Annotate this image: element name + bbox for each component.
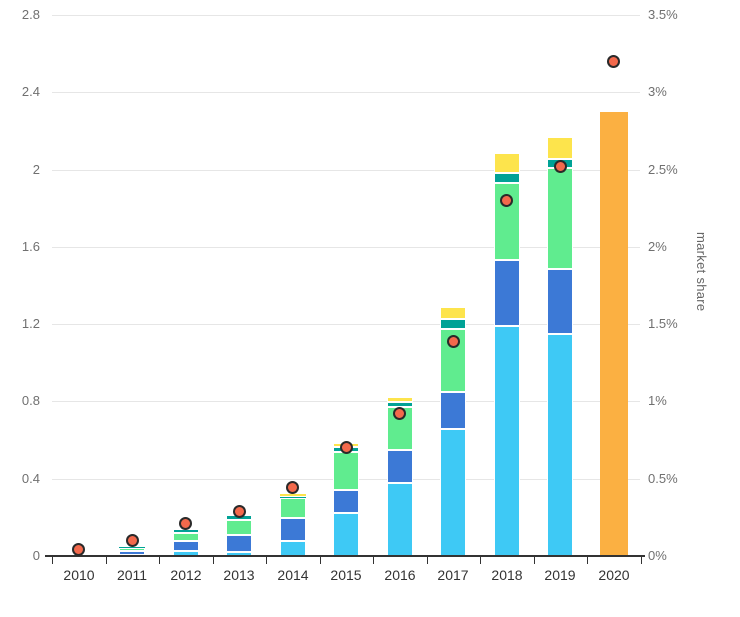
y-axis-left-label: 0.4 <box>21 471 40 486</box>
gridline <box>52 324 640 325</box>
gridline <box>52 401 640 402</box>
gridline <box>52 92 640 93</box>
dot-market-share-2013[interactable] <box>233 505 246 518</box>
gridline <box>52 15 640 16</box>
bar-segment-dark-blue-2015[interactable] <box>333 490 359 513</box>
dot-market-share-2011[interactable] <box>126 534 139 547</box>
x-axis-label-2013: 2013 <box>223 567 255 583</box>
bar-segment-dark-blue-2011[interactable] <box>119 550 145 555</box>
bar-segment-yellow-2018[interactable] <box>494 153 520 174</box>
x-axis-tick <box>213 557 214 564</box>
bar-segment-dark-blue-2013[interactable] <box>226 535 252 553</box>
dot-market-share-2012[interactable] <box>179 517 192 530</box>
x-axis-label-2011: 2011 <box>116 567 148 583</box>
bar-segment-dark-blue-2017[interactable] <box>440 391 466 430</box>
gridline <box>52 247 640 248</box>
y-axis-left-label: 1.6 <box>21 239 40 254</box>
bar-segment-yellow-2016[interactable] <box>387 396 413 402</box>
bar-segment-light-blue-2019[interactable] <box>547 333 573 556</box>
x-axis-label-2020: 2020 <box>598 567 630 583</box>
y-axis-left-label: 2 <box>32 162 40 177</box>
bar-segment-light-blue-2014[interactable] <box>280 540 306 556</box>
x-axis-label-2010: 2010 <box>63 567 95 583</box>
x-axis-label-2016: 2016 <box>384 567 416 583</box>
bar-segment-teal-2016[interactable] <box>387 401 413 407</box>
x-axis-label-2012: 2012 <box>170 567 202 583</box>
x-axis-tick <box>587 557 588 564</box>
dot-market-share-2018[interactable] <box>500 194 513 207</box>
bar-segment-yellow-2017[interactable] <box>440 307 466 320</box>
dot-market-share-2015[interactable] <box>340 441 353 454</box>
dot-market-share-2019[interactable] <box>554 160 567 173</box>
x-axis-line <box>45 555 645 557</box>
bar-orange-2020[interactable] <box>600 112 628 556</box>
bar-segment-dark-blue-2016[interactable] <box>387 450 413 483</box>
bar-segment-teal-2018[interactable] <box>494 173 520 184</box>
x-axis-tick <box>641 557 642 564</box>
y-axis-left-label: 2.8 <box>21 7 40 22</box>
bar-segment-light-blue-2018[interactable] <box>494 326 520 556</box>
y-axis-right-label: 2% <box>648 239 667 254</box>
y-axis-right-label: 3% <box>648 84 667 99</box>
dot-market-share-2016[interactable] <box>393 407 406 420</box>
bar-segment-green-2013[interactable] <box>226 520 252 536</box>
dot-market-share-2020[interactable] <box>607 55 620 68</box>
bar-segment-light-blue-2016[interactable] <box>387 482 413 556</box>
x-axis-label-2018: 2018 <box>491 567 523 583</box>
bar-segment-light-blue-2017[interactable] <box>440 429 466 556</box>
y-axis-left-label: 2.4 <box>21 84 40 99</box>
x-axis-tick <box>534 557 535 564</box>
x-axis-tick <box>159 557 160 564</box>
y-axis-right-label: 1.5% <box>648 316 678 331</box>
x-axis-tick <box>373 557 374 564</box>
dot-market-share-2010[interactable] <box>72 543 85 556</box>
y-axis-left-label: 0 <box>32 548 40 563</box>
bar-segment-teal-2017[interactable] <box>440 319 466 330</box>
x-axis-tick <box>320 557 321 564</box>
gridline <box>52 170 640 171</box>
bar-segment-dark-blue-2019[interactable] <box>547 269 573 334</box>
y-axis-right-label: 0.5% <box>648 471 678 486</box>
x-axis-tick <box>106 557 107 564</box>
x-axis-tick <box>52 557 53 564</box>
bar-segment-light-blue-2015[interactable] <box>333 512 359 556</box>
x-axis-tick <box>427 557 428 564</box>
bar-segment-dark-blue-2014[interactable] <box>280 517 306 541</box>
bar-segment-dark-blue-2018[interactable] <box>494 260 520 327</box>
y-axis-right-label: 1% <box>648 393 667 408</box>
bar-segment-green-2015[interactable] <box>333 451 359 491</box>
x-axis-label-2017: 2017 <box>437 567 469 583</box>
bar-segment-green-2014[interactable] <box>280 498 306 518</box>
dot-market-share-2014[interactable] <box>286 481 299 494</box>
x-axis-label-2014: 2014 <box>277 567 309 583</box>
right-axis-title: market share <box>694 232 709 312</box>
x-axis-tick <box>266 557 267 564</box>
dot-market-share-2017[interactable] <box>447 335 460 348</box>
x-axis-tick <box>480 557 481 564</box>
x-axis-label-2019: 2019 <box>544 567 576 583</box>
y-axis-left-label: 1.2 <box>21 316 40 331</box>
bar-segment-dark-blue-2012[interactable] <box>173 541 199 552</box>
bar-segment-green-2012[interactable] <box>173 533 199 542</box>
y-axis-right-label: 2.5% <box>648 162 678 177</box>
x-axis-label-2015: 2015 <box>330 567 362 583</box>
bar-segment-green-2019[interactable] <box>547 167 573 270</box>
bar-segment-teal-2014[interactable] <box>280 495 306 499</box>
y-axis-left-label: 0.8 <box>21 393 40 408</box>
y-axis-right-label: 3.5% <box>648 7 678 22</box>
bar-segment-yellow-2019[interactable] <box>547 136 573 159</box>
bar-segment-green-2011[interactable] <box>119 547 145 551</box>
y-axis-right-label: 0% <box>648 548 667 563</box>
